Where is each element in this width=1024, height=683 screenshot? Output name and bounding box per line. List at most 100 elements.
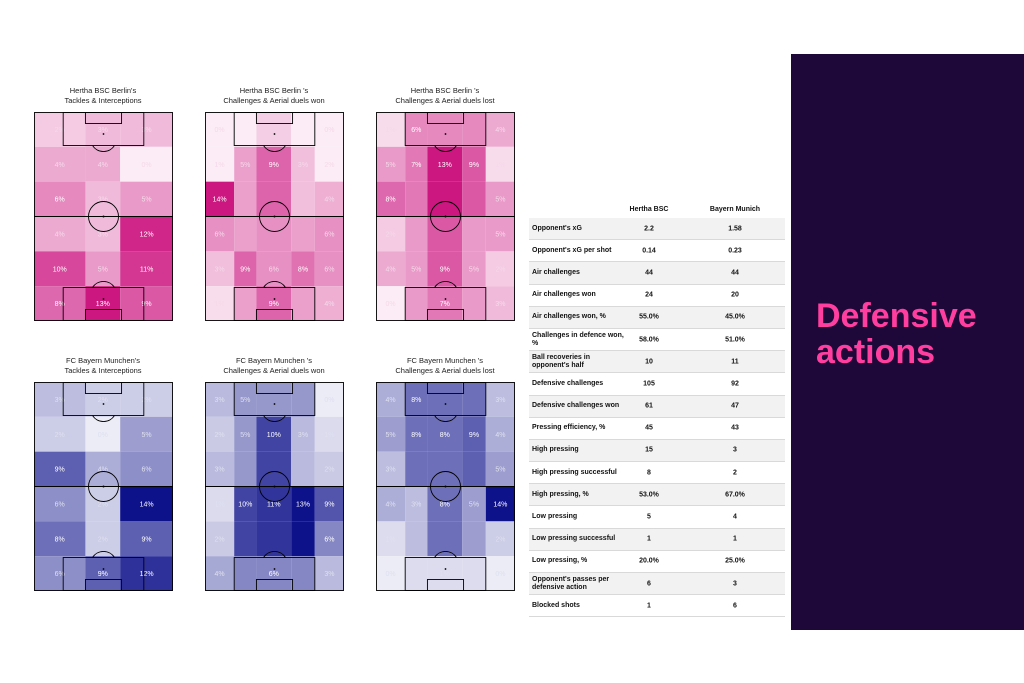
page-title: Defensive actions <box>816 297 977 371</box>
heatmap-cell <box>427 486 463 522</box>
heatmap-cell <box>427 451 463 487</box>
table-row: High pressing successful 8 2 <box>529 462 785 485</box>
heatmap-cell <box>427 251 463 287</box>
table-row: Pressing efficiency, % 45 43 <box>529 418 785 440</box>
heatmap-cell <box>234 486 257 522</box>
stat-label: High pressing <box>532 446 579 454</box>
cell-label: 8% <box>298 266 308 273</box>
heatmap-cell <box>485 486 515 522</box>
cell-label: 9% <box>324 501 334 508</box>
heatmap-cell <box>256 416 292 452</box>
cell-label: 10% <box>238 501 252 508</box>
cell-label: 5% <box>240 162 250 169</box>
cell-label: 11% <box>267 501 281 508</box>
heatmap-cell <box>485 181 515 217</box>
heatmap-cell <box>462 181 486 217</box>
heatmap-cell <box>405 251 428 287</box>
cell-label: 11% <box>140 266 154 273</box>
cell-label: 12% <box>140 231 154 238</box>
heatmap-cell <box>427 416 463 452</box>
cell-label: 9% <box>55 467 65 474</box>
hertha-value: 20.0% <box>639 557 659 565</box>
heatmap-cell <box>427 382 463 417</box>
cell-label: 5% <box>98 266 108 273</box>
heatmap-cell <box>405 181 428 217</box>
cell-label: 8% <box>440 432 450 439</box>
heatmap-cell <box>376 181 406 217</box>
cell-label: 3% <box>55 397 65 404</box>
cell-label: 9% <box>240 266 250 273</box>
cell-label: 3% <box>386 467 396 474</box>
heatmap-cell <box>485 216 515 252</box>
stat-label: High pressing, % <box>532 490 589 498</box>
cell-label: 3% <box>215 266 225 273</box>
heatmap-cell <box>314 556 344 591</box>
cell-label: 6% <box>269 571 279 578</box>
heatmap-cell <box>205 556 235 591</box>
pitch-title: FC Bayern Munchen 's Challenges & Aerial… <box>395 356 495 375</box>
cell-label: 3% <box>411 501 421 508</box>
cell-label: 4% <box>386 266 396 273</box>
cell-label: 2% <box>215 536 225 543</box>
cell-label: 2% <box>142 397 152 404</box>
side-panel: Defensive actions <box>791 54 1024 630</box>
cell-label: 2% <box>495 266 505 273</box>
heatmap-cell <box>485 251 515 287</box>
heatmap-cell <box>256 451 292 487</box>
stat-label: Low pressing successful <box>532 535 616 543</box>
cell-label: 2% <box>55 127 65 134</box>
cell-label: 9% <box>98 571 108 578</box>
bayern-value: 43 <box>731 424 739 432</box>
heatmap-cell <box>256 556 292 591</box>
heatmap-cell <box>462 416 486 452</box>
heatmap-cell <box>485 146 515 182</box>
heatmap-cell <box>34 451 86 487</box>
cell-label: 9% <box>440 266 450 273</box>
bayern-value: 47 <box>731 402 739 410</box>
heatmap-cell <box>120 112 173 147</box>
cell-label: 4% <box>98 467 108 474</box>
cell-label: 8% <box>411 432 421 439</box>
heatmap-cell <box>485 521 515 557</box>
stat-label: Defensive challenges <box>532 379 604 387</box>
table-row: Challenges in defence won, % 58.0% 51.0% <box>529 329 785 352</box>
heatmap-cell <box>234 286 257 321</box>
heatmap-cell <box>314 146 344 182</box>
cell-label: 2% <box>386 231 396 238</box>
heatmap-cell <box>34 216 86 252</box>
heatmap-cell <box>205 181 235 217</box>
cell-label: 1% <box>215 162 225 169</box>
heatmap-cell <box>376 451 406 487</box>
heatmap-cell <box>314 112 344 147</box>
col-hertha: Hertha BSC <box>629 206 669 213</box>
cell-label: 5% <box>495 197 505 204</box>
cell-label: 5% <box>240 432 250 439</box>
heatmap-cell <box>405 146 428 182</box>
heatmap-cell <box>485 556 515 591</box>
heatmap-cell <box>256 181 292 217</box>
cell-label: 2% <box>324 467 334 474</box>
cell-label: 6% <box>269 266 279 273</box>
cell-label: 0% <box>215 127 225 134</box>
heatmap-cell <box>120 216 173 252</box>
col-bayern: Bayern Munich <box>709 206 761 213</box>
heatmap-cell <box>34 416 86 452</box>
cell-label: 0% <box>495 571 505 578</box>
heatmap-cell <box>405 416 428 452</box>
bayern-value: 6 <box>733 602 737 610</box>
heatmap-cell <box>234 451 257 487</box>
heatmap-cell <box>376 286 406 321</box>
heatmap-cell <box>205 251 235 287</box>
heatmap-cell <box>376 112 406 147</box>
cell-label: 8% <box>386 197 396 204</box>
cell-label: 9% <box>142 301 152 308</box>
heatmap-cell <box>120 286 173 321</box>
heatmap-cell <box>462 556 486 591</box>
heatmap-cell <box>376 521 406 557</box>
cell-label: 5% <box>142 197 152 204</box>
stat-label: High pressing successful <box>532 468 617 476</box>
heatmap-cell <box>34 521 86 557</box>
heatmap-cell <box>291 286 315 321</box>
heatmap-cell <box>462 486 486 522</box>
pitch-title: Hertha BSC Berlin's Tackles & Intercepti… <box>64 86 142 105</box>
